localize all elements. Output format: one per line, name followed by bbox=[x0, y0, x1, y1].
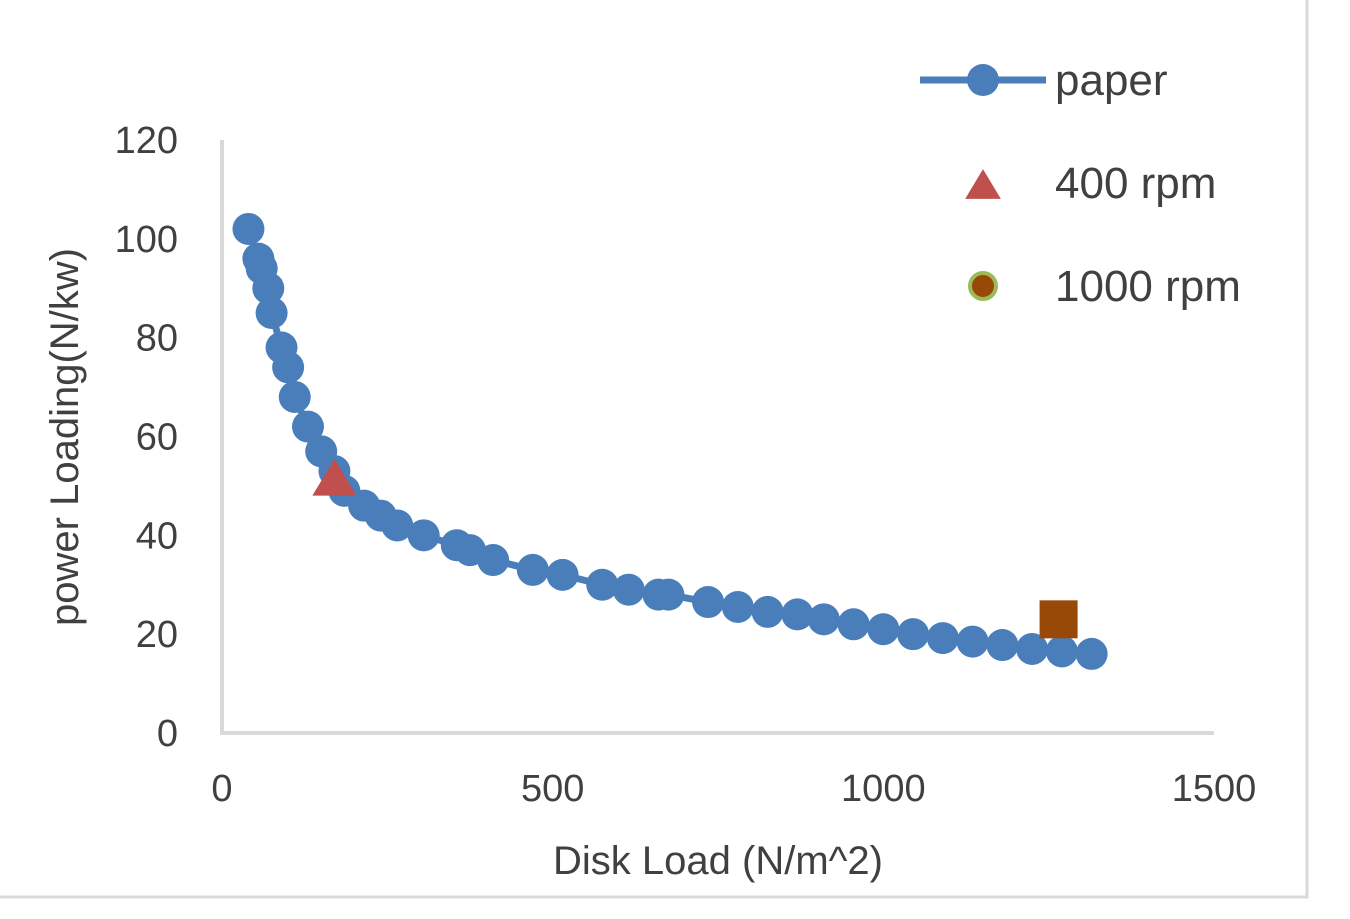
data-point bbox=[291, 410, 324, 443]
data-point bbox=[586, 568, 619, 601]
data-point bbox=[751, 595, 784, 628]
legend-label: paper bbox=[1055, 56, 1168, 105]
legend-marker bbox=[967, 64, 999, 96]
legend-item: paper bbox=[920, 56, 1168, 105]
data-point bbox=[897, 618, 930, 651]
data-point bbox=[1075, 637, 1108, 670]
data-point bbox=[1039, 600, 1078, 639]
data-point bbox=[407, 519, 440, 552]
y-tick-label: 40 bbox=[136, 515, 178, 557]
data-point bbox=[252, 272, 285, 305]
data-point bbox=[278, 380, 311, 413]
legend-item: 400 rpm bbox=[965, 159, 1216, 208]
series-2 bbox=[1039, 600, 1078, 639]
legend-marker bbox=[965, 169, 1001, 199]
legend-marker bbox=[968, 271, 998, 301]
data-point bbox=[781, 598, 814, 631]
data-point bbox=[516, 553, 549, 586]
legend-label: 400 rpm bbox=[1055, 159, 1216, 208]
series-1 bbox=[312, 458, 357, 496]
data-point bbox=[272, 351, 305, 384]
y-tick-label: 80 bbox=[136, 318, 178, 360]
data-point bbox=[807, 603, 840, 636]
y-tick-label: 0 bbox=[157, 713, 178, 755]
data-point bbox=[926, 622, 959, 655]
data-point bbox=[381, 509, 414, 542]
legend-item: 1000 rpm bbox=[968, 262, 1241, 311]
data-point bbox=[477, 544, 510, 577]
data-point bbox=[232, 212, 265, 245]
data-point bbox=[692, 586, 725, 619]
y-axis-title: power Loading(N/kw) bbox=[43, 248, 87, 626]
y-tick-label: 120 bbox=[115, 120, 178, 162]
data-point bbox=[837, 608, 870, 641]
series-layer bbox=[232, 212, 1108, 670]
x-tick-label: 1500 bbox=[1172, 768, 1257, 810]
data-point bbox=[1045, 635, 1078, 668]
data-point bbox=[546, 558, 579, 591]
data-point bbox=[721, 590, 754, 623]
data-point bbox=[956, 625, 989, 658]
y-tick-labels: 0 20 40 60 80 100 120 bbox=[115, 120, 178, 755]
y-tick-label: 100 bbox=[115, 219, 178, 261]
data-point bbox=[255, 296, 288, 329]
x-tick-labels: 0 500 1000 1500 bbox=[211, 768, 1256, 810]
data-point bbox=[986, 629, 1019, 662]
y-tick-label: 20 bbox=[136, 614, 178, 656]
x-tick-label: 1000 bbox=[841, 768, 926, 810]
data-point bbox=[1016, 632, 1049, 665]
x-axis-title: Disk Load (N/m^2) bbox=[553, 839, 883, 883]
legend-label: 1000 rpm bbox=[1055, 262, 1241, 311]
x-tick-label: 0 bbox=[211, 768, 232, 810]
y-tick-label: 60 bbox=[136, 417, 178, 459]
data-point bbox=[652, 578, 685, 611]
legend: paper 400 rpm 1000 rpm bbox=[920, 56, 1241, 311]
data-point bbox=[612, 573, 645, 606]
data-point bbox=[312, 458, 357, 496]
data-point bbox=[867, 613, 900, 646]
x-tick-label: 500 bbox=[521, 768, 584, 810]
